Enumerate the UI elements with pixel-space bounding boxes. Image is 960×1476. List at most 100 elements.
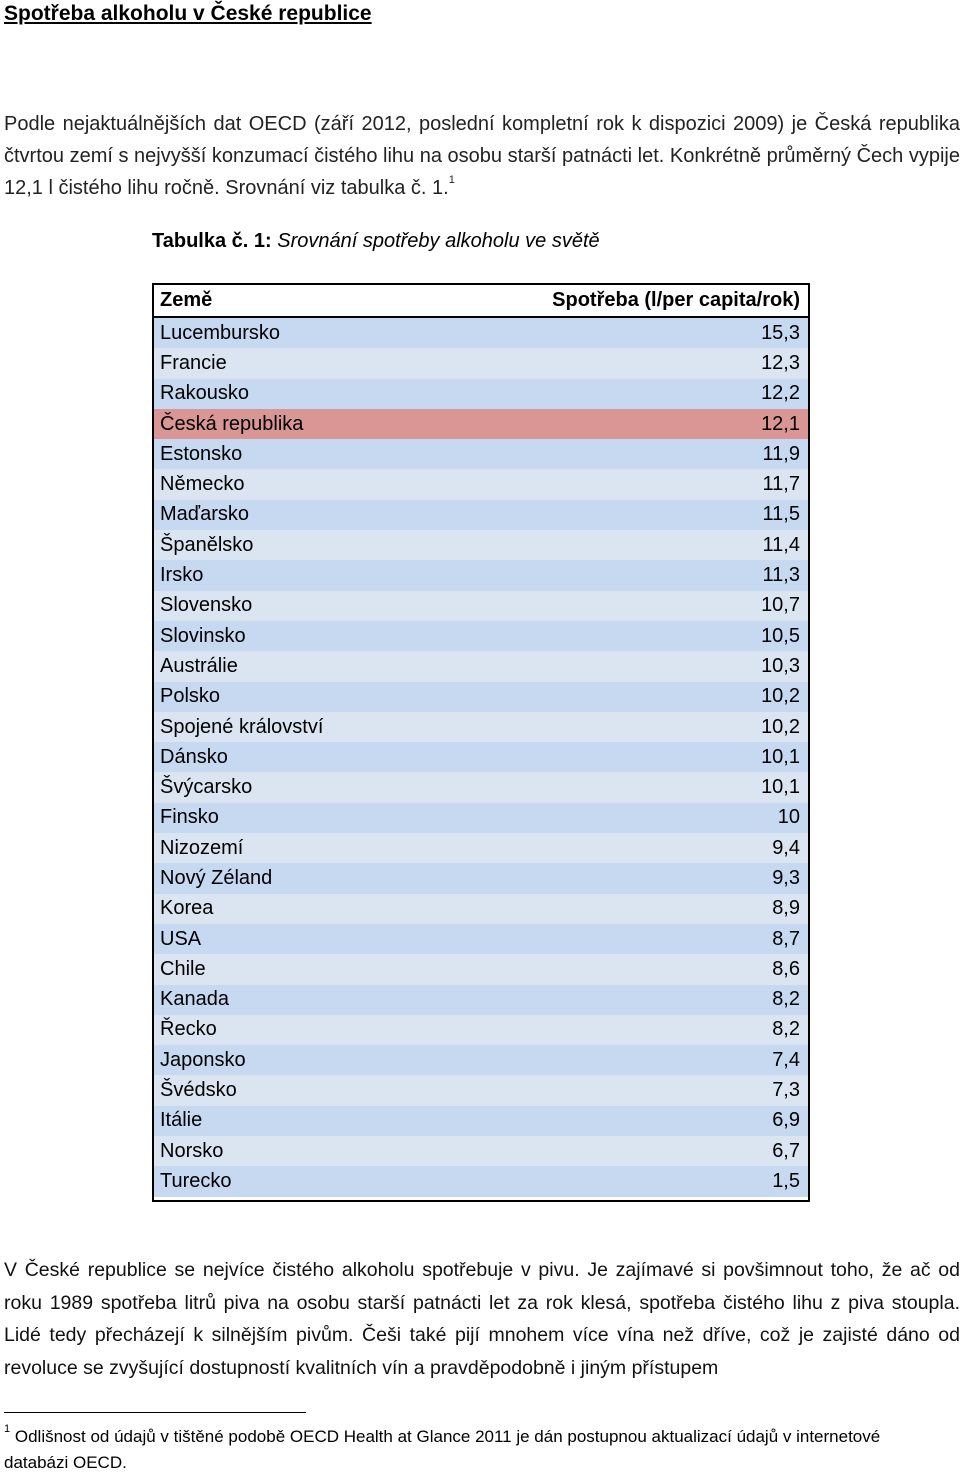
cell-country: Nový Zéland (160, 866, 273, 889)
cell-consumption: 10,1 (761, 776, 800, 799)
table-row: Polsko 10,2 (154, 681, 808, 712)
table-row: Korea 8,9 (154, 893, 808, 924)
cell-consumption: 7,4 (772, 1048, 800, 1071)
footnote-number: 1 (4, 1423, 11, 1435)
cell-consumption: 8,6 (772, 957, 800, 980)
table-row: Norsko 6,7 (154, 1136, 808, 1167)
footnote: 1 Odlišnost od údajů v tištěné podobě OE… (4, 1424, 904, 1476)
column-header-consumption: Spotřeba (l/per capita/rok) (552, 289, 800, 311)
cell-consumption: 6,7 (772, 1139, 800, 1162)
table-row: Švýcarsko 10,1 (154, 772, 808, 803)
table-body: Lucembursko 15,3 Francie 12,3 Rakousko 12,2 Če… (154, 318, 808, 1197)
table-row: Slovinsko 10,5 (154, 620, 808, 652)
cell-country: Chile (160, 957, 206, 980)
footnote-text: Odlišnost od údajů v tištěné podobě OECD… (4, 1427, 881, 1472)
cell-consumption: 8,9 (772, 897, 800, 920)
cell-country: Rakousko (160, 382, 249, 405)
table-row: Estonsko 11,9 (154, 439, 808, 470)
table-row: Spojené království 10,2 (154, 711, 808, 743)
footnote-reference[interactable]: 1 (448, 174, 455, 186)
cell-consumption: 11,3 (762, 564, 800, 587)
cell-consumption: 10,1 (761, 745, 800, 768)
cell-consumption: 7,3 (772, 1079, 800, 1102)
cell-consumption: 12,2 (761, 382, 800, 405)
cell-consumption: 10,2 (761, 715, 800, 738)
cell-consumption: 8,7 (772, 927, 800, 950)
cell-consumption: 10,7 (761, 594, 800, 617)
column-header-country: Země (160, 289, 213, 311)
table-row: Finsko 10 (154, 802, 808, 834)
intro-text: Podle nejaktuálnějších dat OECD (září 20… (4, 113, 960, 199)
cell-country: Švýcarsko (160, 776, 253, 799)
cell-consumption: 8,2 (772, 988, 800, 1011)
consumption-table: Země Spotřeba (l/per capita/rok) Lucembu… (152, 283, 810, 1202)
table-row: Kanada 8,2 (154, 984, 808, 1015)
cell-country: Austrálie (160, 654, 238, 677)
body-paragraph: V České republice se nejvíce čistého alk… (4, 1259, 960, 1379)
table-row: Německo 11,7 (154, 469, 808, 500)
cell-consumption: 10 (777, 806, 800, 829)
table-row: Česká republika 12,1 (154, 408, 808, 440)
table-row: Turecko 1,5 (154, 1166, 808, 1197)
table-caption-label: Tabulka č. 1: (152, 230, 272, 252)
table-row: Španělsko 11,4 (154, 530, 808, 561)
table-caption: Tabulka č. 1: Srovnání spotřeby alkoholu… (152, 230, 600, 253)
cell-country: Francie (160, 351, 227, 374)
cell-consumption: 11,7 (762, 473, 800, 496)
cell-country: Švédsko (160, 1079, 237, 1102)
cell-consumption: 11,4 (762, 533, 800, 556)
intro-paragraph: Podle nejaktuálnějších dat OECD (září 20… (4, 108, 960, 204)
cell-consumption: 12,3 (761, 351, 800, 374)
table-row: Chile 8,6 (154, 954, 808, 985)
cell-consumption: 10,2 (761, 685, 800, 708)
table-row: Švédsko 7,3 (154, 1075, 808, 1106)
cell-country: Lucembursko (160, 321, 281, 344)
table-row: Rakousko 12,2 (154, 378, 808, 409)
cell-country: Dánsko (160, 745, 228, 768)
cell-country: Norsko (160, 1139, 224, 1162)
table-row: Austrálie 10,3 (154, 651, 808, 682)
cell-country: Estonsko (160, 442, 243, 465)
table-row: Itálie 6,9 (154, 1105, 808, 1137)
cell-consumption: 1,5 (772, 1169, 800, 1192)
table-row: Lucembursko 15,3 (154, 318, 808, 349)
cell-country: Turecko (160, 1169, 232, 1192)
cell-country: Německo (160, 473, 245, 496)
cell-country: Irsko (160, 564, 204, 587)
table-row: Dánsko 10,1 (154, 742, 808, 773)
cell-consumption: 12,1 (761, 412, 800, 435)
table-caption-text: Srovnání spotřeby alkoholu ve světě (277, 230, 600, 252)
table-row: Slovensko 10,7 (154, 590, 808, 621)
cell-country: Itálie (160, 1109, 203, 1132)
cell-country: Řecko (160, 1018, 217, 1041)
cell-country: Kanada (160, 988, 229, 1011)
table-row: Nový Zéland 9,3 (154, 863, 808, 894)
cell-country: Španělsko (160, 533, 254, 556)
cell-country: Slovinsko (160, 624, 246, 647)
cell-country: Nizozemí (160, 836, 244, 859)
cell-consumption: 8,2 (772, 1018, 800, 1041)
cell-country: Japonsko (160, 1048, 246, 1071)
cell-country: Korea (160, 897, 214, 920)
table-row: Irsko 11,3 (154, 560, 808, 591)
cell-country: Slovensko (160, 594, 253, 617)
table-row: Francie 12,3 (154, 348, 808, 379)
table-row: Maďarsko 11,5 (154, 499, 808, 531)
table-row: Japonsko 7,4 (154, 1045, 808, 1076)
cell-consumption: 10,3 (761, 654, 800, 677)
cell-country: Finsko (160, 806, 219, 829)
cell-consumption: 9,3 (772, 866, 800, 889)
cell-consumption: 11,5 (762, 503, 800, 526)
cell-consumption: 6,9 (772, 1109, 800, 1132)
cell-country: Česká republika (160, 412, 304, 435)
table-header-row: Země Spotřeba (l/per capita/rok) (154, 285, 808, 318)
cell-consumption: 15,3 (761, 321, 800, 344)
cell-country: Polsko (160, 685, 221, 708)
page-heading: Spotřeba alkoholu v České republice (4, 2, 372, 25)
table-row: USA 8,7 (154, 923, 808, 955)
cell-country: USA (160, 927, 202, 950)
table-row: Řecko 8,2 (154, 1014, 808, 1046)
footnote-separator (4, 1412, 306, 1413)
cell-consumption: 9,4 (772, 836, 800, 859)
table-row: Nizozemí 9,4 (154, 833, 808, 864)
